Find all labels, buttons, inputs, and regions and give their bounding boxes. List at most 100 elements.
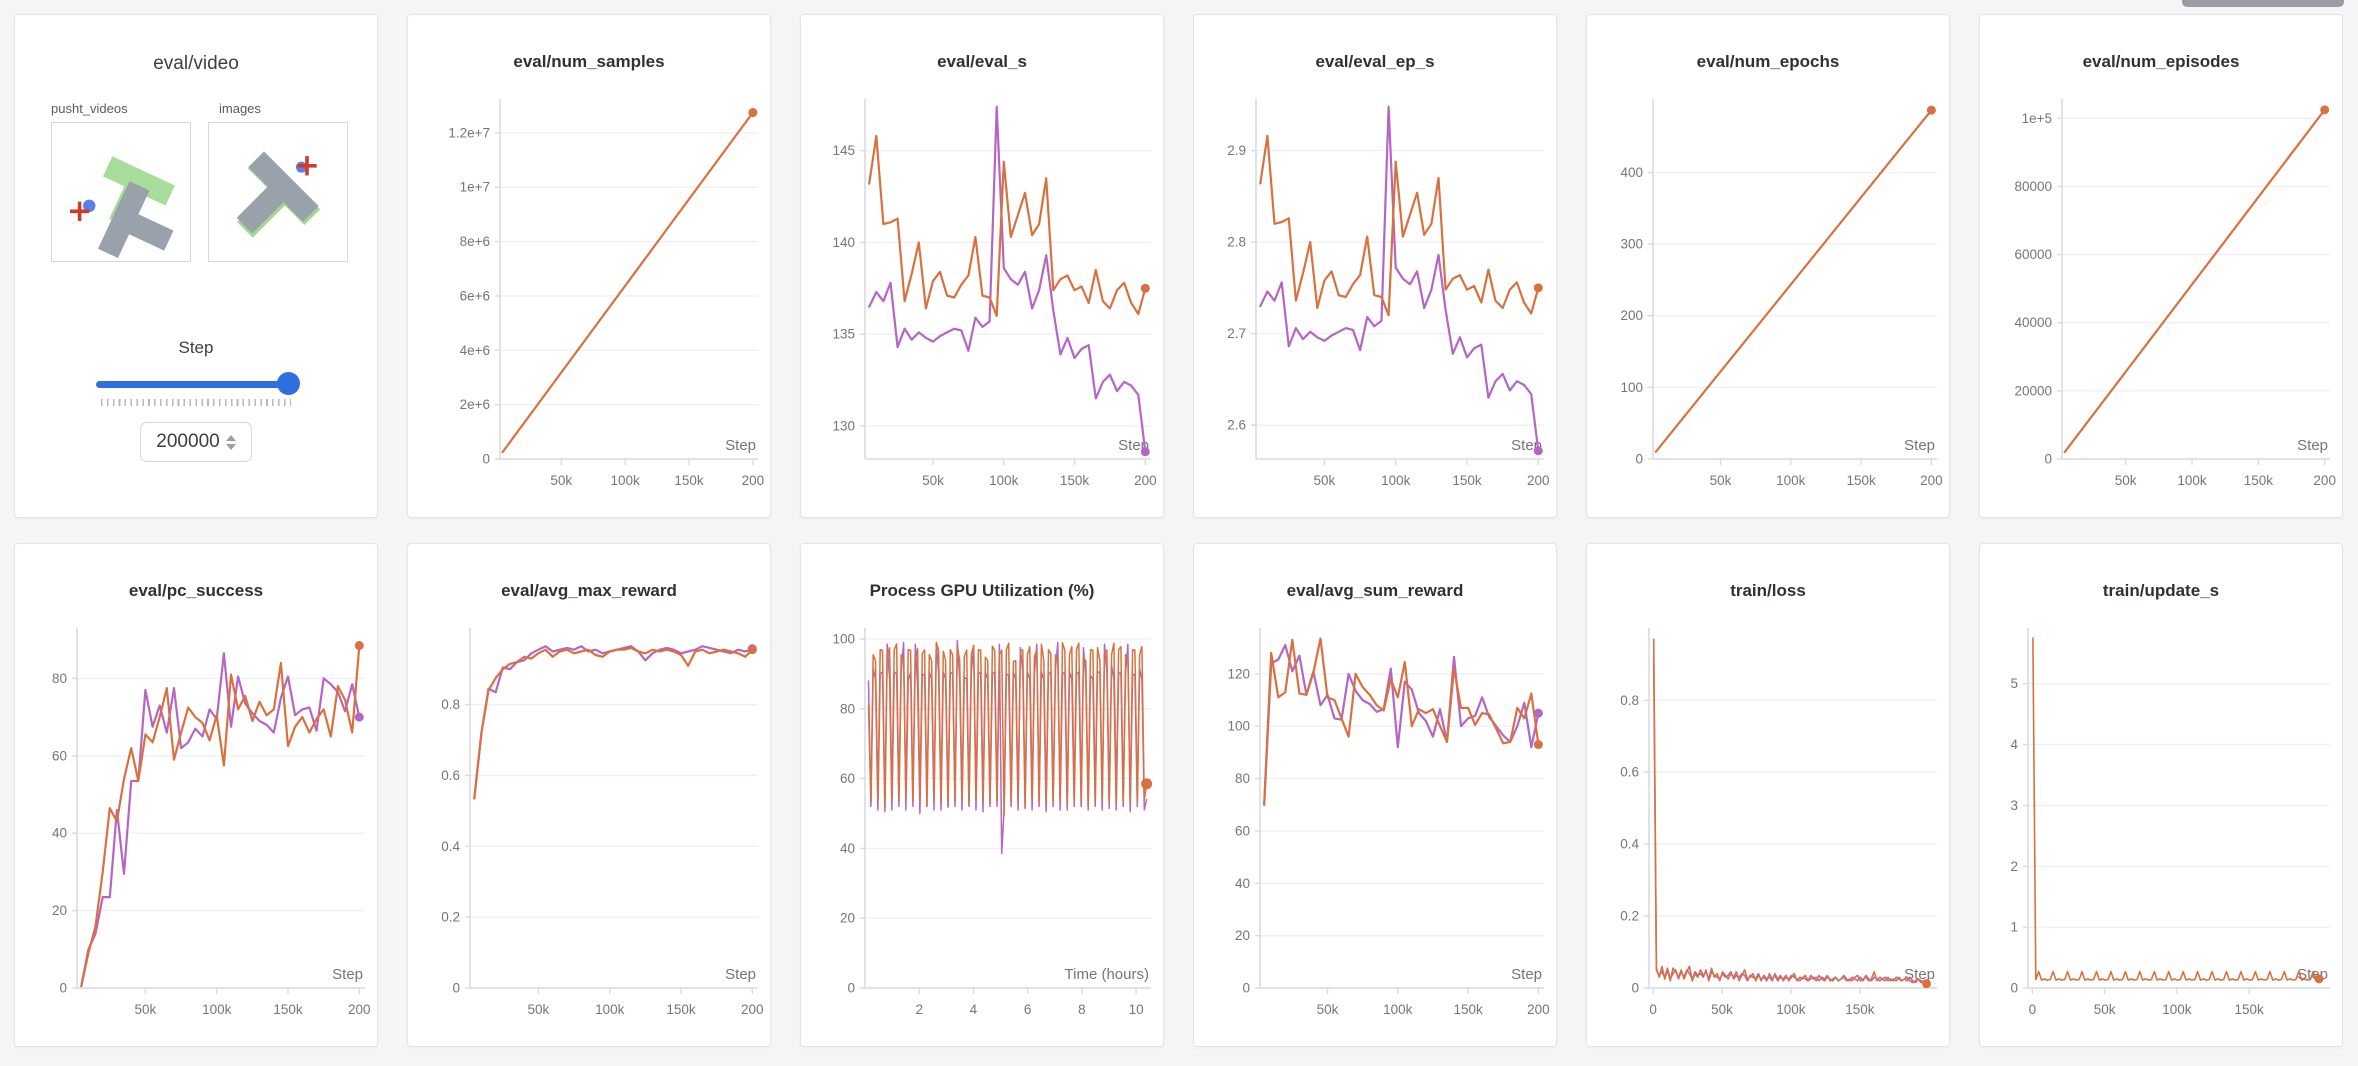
chart-plot-area[interactable]: 0 100 200 300 400 50k 100k 150k 200 Step bbox=[1587, 89, 1949, 517]
svg-text:200: 200 bbox=[1134, 473, 1157, 488]
x-axis-label: Step bbox=[1511, 966, 1542, 983]
series-line-run-orange bbox=[473, 646, 754, 800]
svg-text:80: 80 bbox=[840, 701, 855, 716]
svg-text:50k: 50k bbox=[1710, 473, 1732, 488]
svg-text:145: 145 bbox=[832, 143, 855, 158]
pusht-video-thumbnail[interactable] bbox=[51, 122, 191, 262]
svg-text:0: 0 bbox=[847, 981, 855, 996]
series-end-dot-run-orange bbox=[2314, 974, 2324, 984]
stepper-arrows[interactable] bbox=[225, 434, 236, 450]
svg-text:0: 0 bbox=[1242, 981, 1250, 996]
x-axis-label: Step bbox=[725, 966, 756, 983]
step-slider[interactable] bbox=[96, 372, 300, 396]
svg-text:200: 200 bbox=[1527, 473, 1550, 488]
svg-text:100k: 100k bbox=[1776, 1002, 1806, 1017]
svg-text:0: 0 bbox=[482, 452, 490, 467]
chart-canvas: 0 20 40 60 80 100 2 4 6 8 10 Time (hours) bbox=[832, 628, 1153, 1017]
svg-text:100k: 100k bbox=[1383, 1002, 1413, 1017]
chart-plot-area[interactable]: 0 20 40 60 80 100 120 50k 100k 150k 200 Step bbox=[1194, 618, 1556, 1046]
step-slider-thumb[interactable] bbox=[277, 372, 300, 395]
goal-cross-icon bbox=[297, 156, 317, 176]
svg-text:150k: 150k bbox=[674, 473, 704, 488]
chart-title: eval/pc_success bbox=[128, 581, 264, 600]
chart-panel-avg-sum-reward[interactable]: eval/avg_sum_reward 0 20 40 60 80 100 120 50k 10… bbox=[1193, 543, 1557, 1047]
svg-text:60: 60 bbox=[52, 748, 67, 763]
series-line-run-purple bbox=[1259, 105, 1540, 452]
svg-text:100k: 100k bbox=[611, 473, 641, 488]
chart-plot-area[interactable]: 0 0.2 0.4 0.6 0.8 50k 100k 150k 200 Step bbox=[408, 618, 770, 1046]
chart-canvas: 0 2e+6 4e+6 6e+6 8e+6 1e+7 1.2e+7 50k 100k 150k 20… bbox=[448, 99, 764, 488]
chart-panel-num-samples[interactable]: eval/num_samples 0 2e+6 4e+6 6e+6 8e+6 1e+7 1.… bbox=[407, 14, 771, 518]
horizontal-scrollbar-thumb[interactable] bbox=[2182, 0, 2344, 7]
chart-plot-area[interactable]: 0 20 40 60 80 50k 100k 150k 200 Step bbox=[15, 618, 377, 1046]
svg-text:0: 0 bbox=[1631, 981, 1639, 996]
svg-text:5: 5 bbox=[2010, 676, 2018, 691]
chart-panel-eval-ep-s[interactable]: eval/eval_ep_s 2.6 2.7 2.8 2.9 50k 100k 150k 20… bbox=[1193, 14, 1557, 518]
series-line-run-orange bbox=[1259, 134, 1540, 317]
svg-text:100k: 100k bbox=[989, 473, 1019, 488]
media-thumbnails-row bbox=[51, 122, 377, 262]
chart-panel-num-episodes[interactable]: eval/num_episodes 0 20000 40000 60000 80000 1… bbox=[1979, 14, 2343, 518]
svg-text:0.2: 0.2 bbox=[1620, 909, 1639, 924]
svg-text:0: 0 bbox=[1635, 452, 1643, 467]
chart-plot-area[interactable]: 0 0.2 0.4 0.6 0.8 0 50k 100k 150k Step bbox=[1587, 618, 1949, 1046]
svg-text:1.2e+7: 1.2e+7 bbox=[448, 125, 490, 140]
svg-text:100k: 100k bbox=[202, 1002, 232, 1017]
chart-plot-area[interactable]: 2.6 2.7 2.8 2.9 50k 100k 150k 200 Step bbox=[1194, 89, 1556, 517]
svg-text:200: 200 bbox=[2313, 473, 2336, 488]
svg-text:40000: 40000 bbox=[2014, 315, 2052, 330]
series-line-run-orange bbox=[1652, 638, 1928, 985]
media-panel-title: eval/video bbox=[153, 53, 239, 74]
svg-text:0.8: 0.8 bbox=[441, 697, 460, 712]
chart-title: eval/num_samples bbox=[513, 52, 665, 71]
svg-text:100: 100 bbox=[1227, 719, 1250, 734]
chart-title: eval/eval_ep_s bbox=[1315, 52, 1435, 71]
step-slider-track[interactable] bbox=[96, 381, 296, 388]
svg-text:150k: 150k bbox=[1453, 1002, 1483, 1017]
svg-text:80: 80 bbox=[1235, 771, 1250, 786]
svg-text:0: 0 bbox=[452, 981, 460, 996]
chart-panel-train-loss[interactable]: train/loss 0 0.2 0.4 0.6 0.8 0 50k 100k 150k Step bbox=[1586, 543, 1950, 1047]
svg-text:150k: 150k bbox=[666, 1002, 696, 1017]
chart-panel-eval-s[interactable]: eval/eval_s 130 135 140 145 50k 100k 150k 200 St… bbox=[800, 14, 1164, 518]
svg-text:60: 60 bbox=[1235, 823, 1250, 838]
step-decrement-icon[interactable] bbox=[225, 443, 236, 450]
chart-panel-pc-success[interactable]: eval/pc_success 0 20 40 60 80 50k 100k 150k 200 S… bbox=[14, 543, 378, 1047]
chart-plot-area[interactable]: 0 1 2 3 4 5 0 50k 100k 150k Step bbox=[1980, 618, 2342, 1046]
block-t-shape bbox=[236, 151, 319, 234]
svg-text:0.6: 0.6 bbox=[1620, 765, 1639, 780]
chart-canvas: 0 20000 40000 60000 80000 1e+5 50k 100k 150k 200 S… bbox=[2014, 99, 2336, 488]
images-thumbnail[interactable] bbox=[208, 122, 348, 262]
svg-text:80000: 80000 bbox=[2014, 179, 2052, 194]
chart-panel-num-epochs[interactable]: eval/num_epochs 0 100 200 300 400 50k 100k 150k… bbox=[1586, 14, 1950, 518]
svg-text:2.8: 2.8 bbox=[1227, 235, 1246, 250]
svg-text:6e+6: 6e+6 bbox=[460, 288, 490, 303]
svg-text:80: 80 bbox=[52, 671, 67, 686]
svg-text:40: 40 bbox=[52, 826, 67, 841]
chart-panel-gpu-utilization[interactable]: Process GPU Utilization (%) 0 20 40 60 80 100… bbox=[800, 543, 1164, 1047]
chart-panel-train-update-s[interactable]: train/update_s 0 1 2 3 4 5 0 50k 100k 150k Step bbox=[1979, 543, 2343, 1047]
chart-plot-area[interactable]: 0 2e+6 4e+6 6e+6 8e+6 1e+7 1.2e+7 50k 100k 150k 20… bbox=[408, 89, 770, 517]
svg-text:40: 40 bbox=[1235, 876, 1250, 891]
chart-plot-area[interactable]: 0 20000 40000 60000 80000 1e+5 50k 100k 150k 200 S… bbox=[1980, 89, 2342, 517]
series-end-dot-run-orange bbox=[1141, 778, 1153, 790]
chart-panel-avg-max-reward[interactable]: eval/avg_max_reward 0 0.2 0.4 0.6 0.8 50k 100k… bbox=[407, 543, 771, 1047]
svg-text:4: 4 bbox=[970, 1002, 978, 1017]
series-end-dot-run bbox=[2320, 105, 2330, 115]
media-panel-eval-video[interactable]: eval/video pusht_videos images bbox=[14, 14, 378, 518]
svg-text:0: 0 bbox=[59, 981, 67, 996]
chart-canvas: 0 20 40 60 80 50k 100k 150k 200 Step bbox=[52, 628, 371, 1017]
svg-text:0.6: 0.6 bbox=[441, 768, 460, 783]
svg-text:50k: 50k bbox=[528, 1002, 550, 1017]
svg-text:20000: 20000 bbox=[2014, 383, 2052, 398]
step-value-input[interactable]: 200000 bbox=[140, 422, 252, 462]
svg-text:100k: 100k bbox=[1381, 473, 1411, 488]
step-increment-icon[interactable] bbox=[225, 434, 236, 441]
svg-text:400: 400 bbox=[1620, 165, 1643, 180]
series-end-dot-run-orange bbox=[1140, 283, 1150, 293]
chart-plot-area[interactable]: 0 20 40 60 80 100 2 4 6 8 10 Time (hours) bbox=[801, 618, 1163, 1046]
chart-plot-area[interactable]: 130 135 140 145 50k 100k 150k 200 Step bbox=[801, 89, 1163, 517]
svg-text:0: 0 bbox=[2029, 1002, 2037, 1017]
svg-text:150k: 150k bbox=[2244, 473, 2274, 488]
